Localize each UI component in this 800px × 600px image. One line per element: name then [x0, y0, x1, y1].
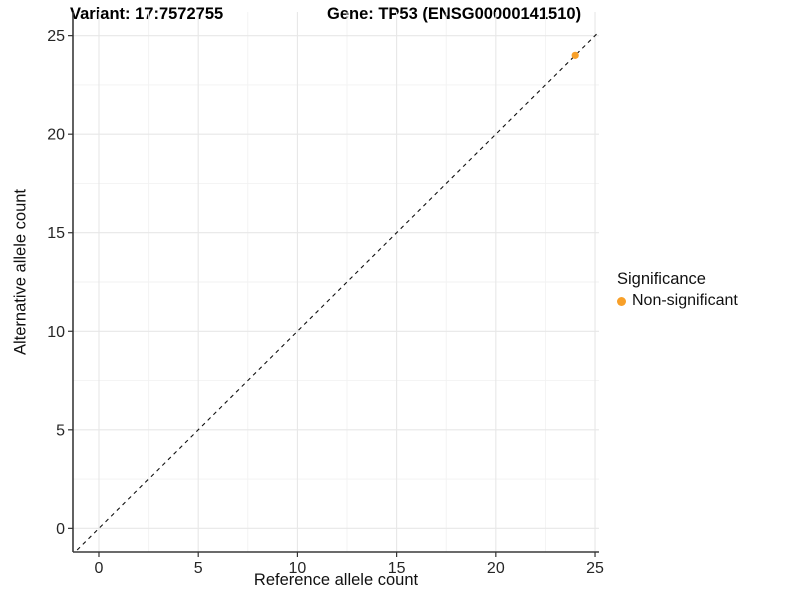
legend-title: Significance	[617, 270, 706, 288]
identity-line	[76, 31, 600, 551]
x-tick-label: 0	[95, 560, 104, 577]
y-tick-label: 0	[56, 521, 65, 538]
plot-title-gene: Gene: TP53 (ENSG00000141510)	[327, 5, 582, 23]
y-tick-label: 20	[47, 127, 65, 144]
legend-item-label: Non-significant	[632, 292, 738, 309]
y-tick-label: 10	[47, 324, 65, 341]
data-point	[571, 51, 579, 59]
x-tick-label: 20	[487, 560, 505, 577]
plot-title-variant: Variant: 17:7572755	[70, 5, 224, 23]
y-tick-label: 5	[56, 422, 65, 439]
x-axis-title: Reference allele count	[253, 571, 419, 589]
legend-point-icon	[617, 296, 626, 306]
x-tick-label: 25	[586, 560, 604, 577]
y-axis-title: Alternative allele count	[11, 188, 30, 356]
legend-item: Non-significant	[617, 292, 738, 310]
x-tick-label: 5	[194, 560, 203, 577]
legend: Significance Non-significant	[617, 270, 738, 310]
y-tick-label: 25	[47, 28, 65, 45]
x-tick-label: 15	[388, 560, 406, 577]
x-tick-label: 10	[289, 560, 307, 577]
y-tick-label: 15	[47, 225, 65, 242]
